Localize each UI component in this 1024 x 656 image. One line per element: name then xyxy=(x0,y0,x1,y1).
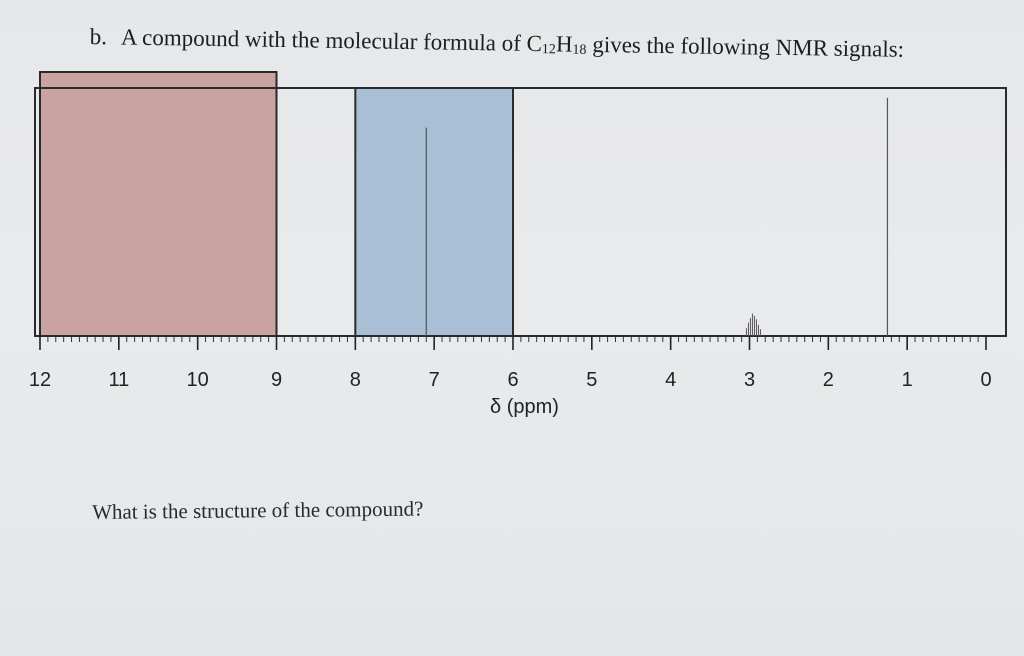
tick-labels: 12 11 10 9 8 7 6 5 4 3 2 1 0 xyxy=(29,369,992,391)
tick-label: 8 xyxy=(350,369,361,391)
tick-label: 4 xyxy=(665,369,676,391)
peaks xyxy=(425,97,889,336)
minor-tick-marks xyxy=(35,335,1006,342)
tick-label: 10 xyxy=(187,369,209,391)
tick-label: 5 xyxy=(586,369,597,391)
tick-label: 7 xyxy=(429,369,440,391)
x-axis-label: δ (ppm) xyxy=(490,396,559,418)
tick-label: 3 xyxy=(744,369,755,391)
tick-label: 9 xyxy=(271,369,282,391)
tick-label: 6 xyxy=(507,369,518,391)
tick-label: 11 xyxy=(108,369,129,391)
tick-label: 12 xyxy=(29,369,51,391)
shaded-region xyxy=(354,87,515,337)
structure-prompt: What is the structure of the compound? xyxy=(92,496,424,524)
tick-label: 0 xyxy=(980,369,991,391)
shaded-regions xyxy=(39,71,515,337)
tick-label: 1 xyxy=(902,369,913,391)
major-tick-marks xyxy=(39,336,987,350)
tick-label: 2 xyxy=(823,369,834,391)
shaded-region xyxy=(39,71,278,337)
